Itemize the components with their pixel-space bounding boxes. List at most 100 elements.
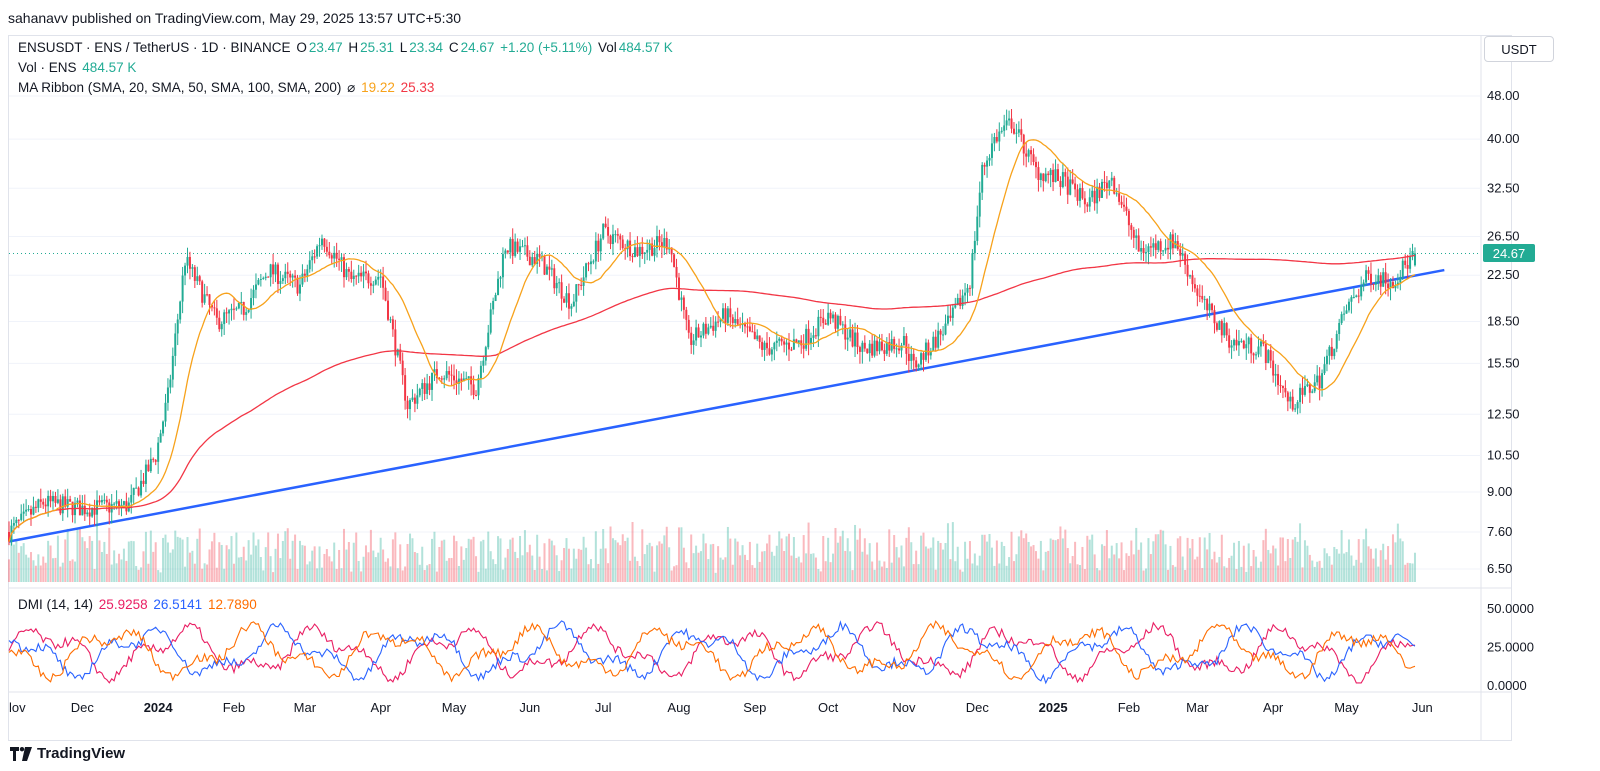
volume-bar — [47, 540, 50, 582]
open-label: O — [296, 40, 307, 55]
candle-body — [1365, 270, 1368, 283]
candle-body — [450, 374, 453, 376]
price-tick-label: 10.50 — [1487, 448, 1520, 463]
candle-body — [589, 261, 592, 265]
candle-body — [181, 275, 184, 302]
candle-body — [785, 342, 788, 345]
dmi-label[interactable]: DMI (14, 14) — [18, 597, 94, 612]
volume-bar — [699, 551, 702, 582]
volume-bar — [592, 568, 595, 582]
volume-bar — [1054, 540, 1057, 582]
volume-bar — [609, 526, 612, 582]
time-tick-label: Apr — [1263, 700, 1284, 715]
volume-bar — [1391, 534, 1394, 582]
volume-bar — [30, 552, 33, 582]
volume-bar — [1213, 551, 1216, 582]
volume-bar — [968, 541, 971, 582]
candle-body — [1250, 337, 1253, 354]
candle-body — [465, 378, 468, 380]
candle-body — [335, 252, 338, 259]
volume-bar — [431, 538, 434, 582]
volume-bar — [768, 534, 771, 582]
candle-body — [712, 325, 715, 331]
candle-body — [340, 257, 343, 260]
volume-bar — [1367, 546, 1370, 582]
volume-bar — [966, 558, 969, 582]
candle-body — [822, 317, 825, 324]
volume-bar — [1157, 534, 1160, 582]
volume-bar — [1017, 536, 1020, 582]
candle-body — [409, 399, 412, 410]
candle-body — [614, 234, 617, 236]
volume-bar — [514, 551, 517, 582]
volume-bar — [306, 564, 309, 582]
candle-body — [986, 160, 989, 167]
dmi-tick-label: 25.0000 — [1487, 640, 1534, 655]
symbol-label[interactable]: ENSUSDT · ENS / TetherUS · 1D · BINANCE — [18, 40, 291, 55]
volume-bar — [1401, 541, 1404, 582]
candle-body — [272, 264, 275, 275]
dmi-adx-line — [8, 620, 1416, 683]
candle-body — [585, 263, 588, 278]
candle-body — [599, 238, 602, 252]
volume-indicator-label[interactable]: Vol · ENS — [18, 60, 77, 75]
volume-bar — [166, 542, 169, 582]
candle-body — [406, 400, 409, 410]
volume-bar — [1171, 565, 1174, 582]
currency-button[interactable]: USDT — [1484, 36, 1554, 62]
candle-body — [453, 375, 456, 381]
candle-body — [93, 507, 96, 515]
volume-bar — [1091, 534, 1094, 582]
candle-body — [98, 500, 101, 503]
volume-bar — [264, 547, 267, 582]
volume-bar — [690, 534, 693, 582]
price-tick-label: 9.00 — [1487, 484, 1512, 499]
dmi-tick-label: 0.0000 — [1487, 678, 1527, 693]
volume-bar — [736, 541, 739, 582]
volume-bar — [218, 542, 221, 582]
volume-bar — [325, 549, 328, 582]
volume-bar — [387, 558, 390, 582]
volume-bar — [210, 541, 213, 582]
candle-body — [594, 240, 597, 262]
candle-body — [276, 264, 279, 284]
volume-bar — [1225, 567, 1228, 582]
volume-bar — [1012, 561, 1015, 582]
volume-bar — [653, 571, 656, 582]
candle-body — [362, 271, 365, 277]
chart-frame[interactable] — [8, 35, 1512, 741]
volume-bar — [1154, 534, 1157, 582]
candle-body — [726, 308, 729, 323]
candle-body — [665, 237, 668, 250]
candle-body — [670, 247, 673, 255]
ma-ribbon-label[interactable]: MA Ribbon (SMA, 20, SMA, 50, SMA, 100, S… — [18, 80, 342, 95]
chart-canvas[interactable]: 48.00 40.00 32.50 26.50 22.50 18.50 15.50 12.50… — [0, 0, 1600, 741]
ma-value-sma20: 19.22 — [361, 80, 395, 95]
candle-body — [1096, 186, 1099, 204]
volume-bar — [812, 553, 815, 582]
volume-bar — [528, 544, 531, 582]
candle-body — [39, 499, 42, 502]
time-tick-label: 2025 — [1039, 700, 1068, 715]
ma-visibility-icon[interactable]: ⌀ — [347, 80, 356, 95]
candle-body — [898, 348, 901, 351]
candle-body — [1262, 341, 1265, 344]
candle-body — [1387, 283, 1390, 289]
volume-bar — [910, 542, 913, 582]
volume-bar — [1277, 565, 1280, 582]
candle-body — [836, 315, 839, 329]
volume-bar — [406, 543, 409, 582]
candle-body — [1267, 350, 1270, 363]
candle-body — [736, 319, 739, 325]
top-bar: sahanavv published on TradingView.com, M… — [0, 0, 1600, 35]
candle-body — [34, 506, 37, 508]
volume-bar — [638, 566, 641, 582]
candle-body — [1299, 387, 1302, 403]
volume-bar — [342, 528, 345, 582]
candle-body — [313, 256, 316, 258]
candle-body — [157, 442, 160, 462]
tradingview-logo[interactable]: TradingView — [10, 745, 125, 762]
volume-bar — [186, 537, 189, 582]
volume-bar — [32, 560, 35, 582]
volume-bar — [220, 544, 223, 582]
